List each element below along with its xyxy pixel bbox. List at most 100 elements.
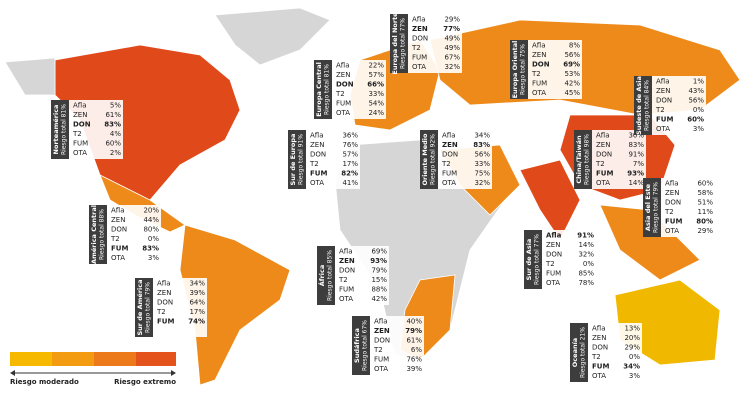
toxin-name: T2 [309,160,319,168]
toxin-name: OTA [336,109,350,117]
region-total: Riesgo total 88% [99,209,106,260]
region-box: Oceanía Riesgo total 21% Afla 13% ZEN 20% DON 2… [570,323,642,382]
toxin-value: 49% [444,44,460,52]
region-total: Riesgo total 77% [400,18,407,69]
region-name: África [317,265,326,287]
region-box: África Riesgo total 85% Afla 69% ZEN 93% DON 79… [317,246,389,305]
toxin-value: 29% [697,227,713,235]
toxin-name: FUM [532,80,547,88]
toxin-value: 22% [368,62,384,70]
toxin-value: 0% [583,260,594,268]
toxin-value: 30% [628,132,644,140]
toxin-value: 75% [474,170,490,178]
region-bar [317,246,335,305]
region-total: Riesgo total 91% [298,134,305,185]
region-box: Europa del Norte Riesgo total 77% Afla 29% Z… [390,12,462,75]
toxin-name: OTA [374,365,388,373]
toxin-value: 57% [342,151,358,159]
toxin-name: Afla [157,280,171,288]
toxin-value: 7% [633,160,644,168]
toxin-value: 69% [563,61,580,69]
region-total: Riesgo total 81% [324,64,331,115]
toxin-value: 79% [405,327,422,335]
toxin-value: 83% [142,245,159,253]
toxin-value: 49% [444,35,460,43]
toxin-name: DON [656,97,672,105]
toxin-value: 33% [368,90,384,98]
region-box: China/Taiwán Riesgo total 98% Afla 30% ZEN 83… [574,130,646,189]
toxin-value: 54% [368,100,384,108]
toxin-name: FUM [157,318,174,326]
region-bar [510,40,528,99]
toxin-name: Afla [532,42,546,50]
toxin-name: ZEN [310,141,324,149]
toxin-value: 83% [628,141,644,149]
toxin-value: 45% [564,89,580,97]
region-name: Oceanía [571,338,579,367]
toxin-name: DON [339,267,355,275]
toxin-name: OTA [592,372,606,380]
toxin-name: DON [532,61,550,69]
toxin-value: 33% [474,160,490,168]
legend-high: Riesgo extremo [114,378,176,386]
toxin-name: DON [310,151,326,159]
toxin-value: 34% [623,363,640,371]
legend-swatch [94,352,136,366]
toxin-value: 93% [370,257,387,265]
toxin-value: 56% [688,97,704,105]
toxin-value: 17% [342,160,358,168]
toxin-name: DON [111,226,127,234]
toxin-value: 64% [189,299,205,307]
toxin-name: ZEN [157,289,171,297]
toxin-name: ZEN [442,141,458,149]
toxin-value: 66% [367,81,384,89]
toxin-name: FUM [374,356,389,364]
toxin-value: 56% [564,51,580,59]
central-america [99,174,186,233]
region-total: Riesgo total 21% [580,327,587,378]
toxin-value: 82% [341,170,358,178]
toxin-value: 57% [368,71,384,79]
toxin-name: ZEN [336,71,350,79]
southeast-asia [599,204,701,281]
toxin-name: T2 [531,70,541,78]
toxin-name: DON [665,199,681,207]
toxin-name: T2 [545,260,555,268]
toxin-name: FUM [111,245,128,253]
toxin-value: 5% [110,102,121,110]
toxin-name: DON [592,344,608,352]
toxin-value: 34% [474,132,490,140]
toxin-value: 43% [688,87,704,95]
toxin-value: 61% [105,111,121,119]
toxin-name: FUM [336,100,351,108]
toxin-name: T2 [156,308,166,316]
region-bar [89,205,107,264]
toxin-value: 61% [406,337,422,345]
toxin-value: 74% [188,318,205,326]
toxin-value: 88% [371,286,387,294]
region-total: Riesgo total 81% [61,104,68,155]
toxin-value: 77% [443,25,460,33]
toxin-name: Afla [310,132,324,140]
toxin-value: 3% [148,254,159,262]
region-name: Sur de Europa [289,134,297,186]
toxin-value: 44% [143,216,159,224]
toxin-name: DON [442,151,458,159]
toxin-name: T2 [72,130,82,138]
toxin-name: T2 [338,276,348,284]
toxin-value: 0% [148,235,159,243]
toxin-name: OTA [111,254,125,262]
region-bar [352,316,370,375]
region-name: Sudeste de Asia [635,76,643,135]
region-name: Europa Central [315,62,323,117]
region-total: Riesgo total 75% [520,44,527,95]
toxin-name: FUM [596,170,613,178]
region-box: Sur de América Riesgo total 79% Afla 34% ZEN… [135,278,207,337]
toxin-name: ZEN [656,87,670,95]
toxin-name: T2 [441,160,451,168]
toxin-value: 24% [368,109,384,117]
region-box: América Central Riesgo total 88% Afla 20% ZE… [89,205,161,264]
toxin-name: Afla [656,78,670,86]
region-name: Europa del Norte [391,12,399,75]
